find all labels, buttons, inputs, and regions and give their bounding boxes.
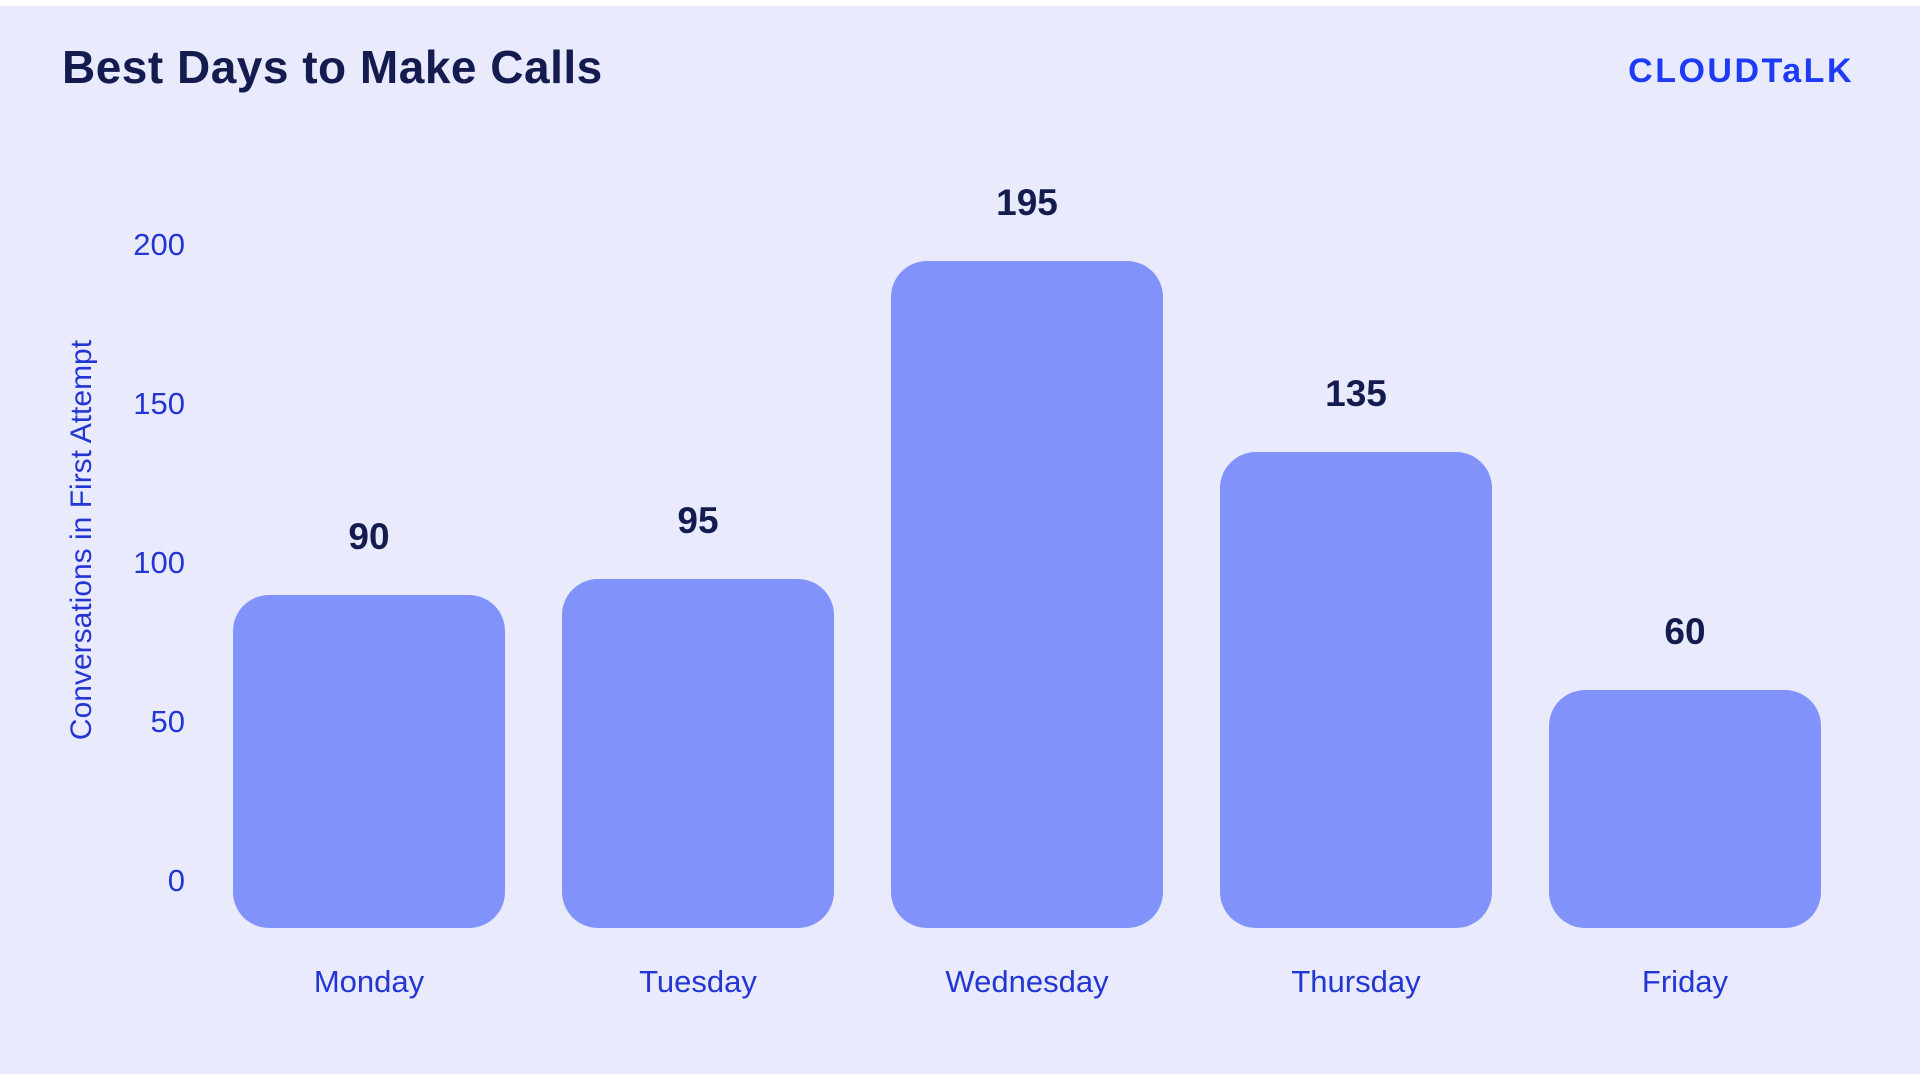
y-tick-label: 200 — [133, 227, 185, 262]
bar-tuesday — [562, 578, 834, 928]
bar-value-label: 90 — [348, 515, 390, 557]
y-tick-label: 0 — [167, 863, 185, 898]
bar-friday — [1549, 690, 1821, 928]
bar-value-label: 135 — [1325, 372, 1387, 414]
x-category-label: Friday — [1641, 964, 1729, 999]
x-category-label: Wednesday — [945, 964, 1109, 999]
top-frame-strip — [0, 0, 1920, 6]
cloudtalk-logo: CLOUDTaLK — [1628, 52, 1854, 90]
bar-value-label: 195 — [996, 181, 1058, 223]
bar-monday — [233, 594, 505, 928]
bar-value-label: 95 — [677, 499, 719, 541]
bar-thursday — [1220, 451, 1492, 928]
bar-wednesday — [891, 260, 1163, 928]
x-category-label: Monday — [313, 964, 425, 999]
x-category-label: Thursday — [1291, 964, 1421, 999]
x-category-label: Tuesday — [639, 964, 757, 999]
y-tick-label: 100 — [133, 545, 185, 580]
page-title: Best Days to Make Calls — [62, 41, 603, 93]
bottom-frame-strip — [0, 1074, 1920, 1082]
y-tick-label: 50 — [150, 704, 185, 739]
bar-value-label: 60 — [1664, 611, 1706, 653]
y-tick-label: 150 — [133, 386, 185, 421]
